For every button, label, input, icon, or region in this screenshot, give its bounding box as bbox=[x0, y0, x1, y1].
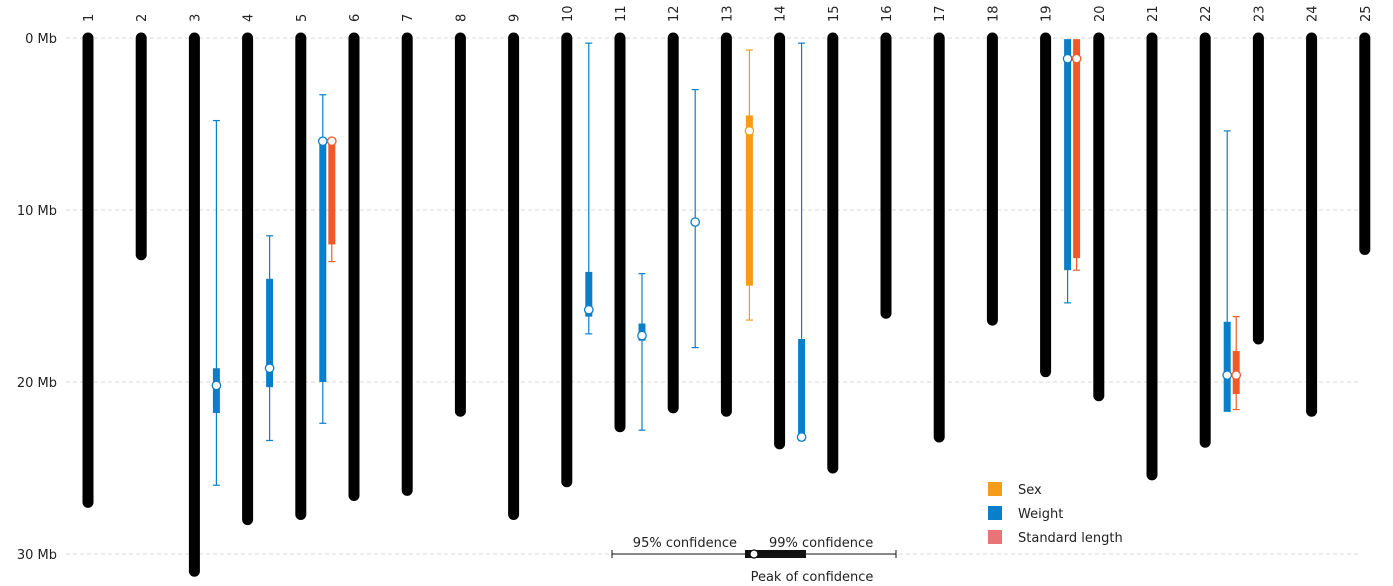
qtl-layer bbox=[211, 39, 1242, 486]
qtl-marker bbox=[326, 136, 337, 263]
qtl-peak bbox=[317, 136, 328, 147]
qtl-marker bbox=[317, 94, 328, 424]
chromosome-label: 7 bbox=[401, 14, 416, 22]
chromosome-label: 12 bbox=[667, 5, 682, 22]
chromosome-label: 13 bbox=[720, 5, 735, 22]
chromosome-label: 11 bbox=[614, 5, 629, 22]
qtl-box bbox=[1223, 321, 1231, 412]
qtl-marker bbox=[1222, 130, 1233, 412]
chromosome-label: 16 bbox=[880, 5, 895, 22]
chromosome-label: 17 bbox=[933, 5, 948, 22]
qtl-marker bbox=[211, 119, 222, 486]
qtl-peak bbox=[1231, 370, 1242, 380]
chromosome-label: 25 bbox=[1359, 5, 1374, 22]
qtl-marker bbox=[583, 42, 594, 335]
qtl-box bbox=[585, 271, 593, 317]
qtl-marker bbox=[637, 273, 647, 431]
key-label-95: 95% confidence bbox=[633, 536, 737, 551]
qtl-box bbox=[266, 278, 274, 388]
qtl-marker bbox=[744, 49, 755, 321]
chromosome-layer: 1 2 3 4 5 6 7 8 9 10 11 12 13 14 15 16 17 18 19 20 21 22 23 24 2… bbox=[82, 5, 1374, 577]
legend-swatch-sex bbox=[988, 482, 1002, 496]
legend: Sex Weight Standard length bbox=[988, 482, 1123, 546]
qtl-peak bbox=[637, 330, 647, 341]
legend-swatch-weight bbox=[988, 506, 1002, 520]
qtl-box bbox=[745, 115, 753, 286]
qtl-marker bbox=[1062, 39, 1073, 304]
key-peak-marker bbox=[749, 549, 759, 559]
qtl-peak bbox=[583, 304, 594, 315]
qtl-peak bbox=[1071, 53, 1082, 64]
chromosome-label: 10 bbox=[561, 5, 576, 22]
chromosome-label: 2 bbox=[135, 14, 150, 22]
qtl-box bbox=[319, 141, 327, 382]
qtl-peak bbox=[744, 126, 755, 136]
qtl-peak bbox=[1222, 370, 1233, 380]
legend-label-sex: Sex bbox=[1018, 483, 1042, 498]
grid-layer bbox=[66, 37, 1360, 555]
chromosome-label: 19 bbox=[1040, 5, 1055, 22]
chromosome-label: 21 bbox=[1146, 5, 1161, 22]
y-tick-label: 30 Mb bbox=[17, 548, 57, 563]
key-box bbox=[745, 550, 806, 558]
qtl-box bbox=[1073, 39, 1081, 259]
qtl-peak bbox=[326, 136, 337, 147]
qtl-box bbox=[798, 339, 806, 439]
qtl-box bbox=[328, 141, 336, 245]
qtl-marker bbox=[690, 88, 701, 349]
qtl-marker bbox=[1231, 316, 1242, 411]
qtl-peak bbox=[264, 363, 275, 374]
legend-label-standard-length: Standard length bbox=[1018, 531, 1123, 546]
chromosome-label: 23 bbox=[1252, 5, 1267, 22]
confidence-key: 95% confidence 99% confidence Peak of co… bbox=[611, 536, 897, 585]
legend-swatch-standard-length bbox=[988, 530, 1002, 544]
y-tick-label: 0 Mb bbox=[25, 32, 57, 47]
y-axis: 0 Mb 10 Mb 20 Mb 30 Mb bbox=[17, 32, 57, 563]
chromosome-label: 8 bbox=[454, 14, 469, 22]
qtl-peak bbox=[1062, 53, 1073, 64]
qtl-marker bbox=[264, 235, 275, 442]
chromosome-label: 20 bbox=[1093, 5, 1108, 22]
chromosome-label: 18 bbox=[986, 5, 1001, 22]
qtl-marker bbox=[796, 42, 807, 442]
qtl-box bbox=[212, 368, 220, 413]
qtl-marker bbox=[1071, 39, 1082, 271]
chromosome-label: 3 bbox=[188, 14, 203, 22]
key-label-99: 99% confidence bbox=[769, 536, 873, 551]
chromosome-label: 15 bbox=[827, 5, 842, 22]
key-label-peak: Peak of confidence bbox=[751, 570, 874, 585]
chromosome-label: 5 bbox=[295, 14, 310, 22]
qtl-box bbox=[1064, 39, 1072, 271]
legend-label-weight: Weight bbox=[1018, 507, 1063, 522]
chromosome-label: 24 bbox=[1306, 5, 1321, 22]
y-tick-label: 20 Mb bbox=[17, 376, 57, 391]
chromosome-label: 22 bbox=[1199, 5, 1214, 22]
qtl-peak bbox=[796, 432, 807, 442]
chromosome-label: 14 bbox=[774, 5, 789, 22]
y-tick-label: 10 Mb bbox=[17, 204, 57, 219]
qtl-peak bbox=[211, 380, 222, 391]
chromosome-label: 4 bbox=[242, 14, 257, 22]
chromosome-label: 6 bbox=[348, 14, 363, 22]
chromosome-label: 1 bbox=[82, 14, 97, 22]
chromosome-label: 9 bbox=[508, 14, 523, 22]
qtl-peak bbox=[690, 217, 701, 227]
